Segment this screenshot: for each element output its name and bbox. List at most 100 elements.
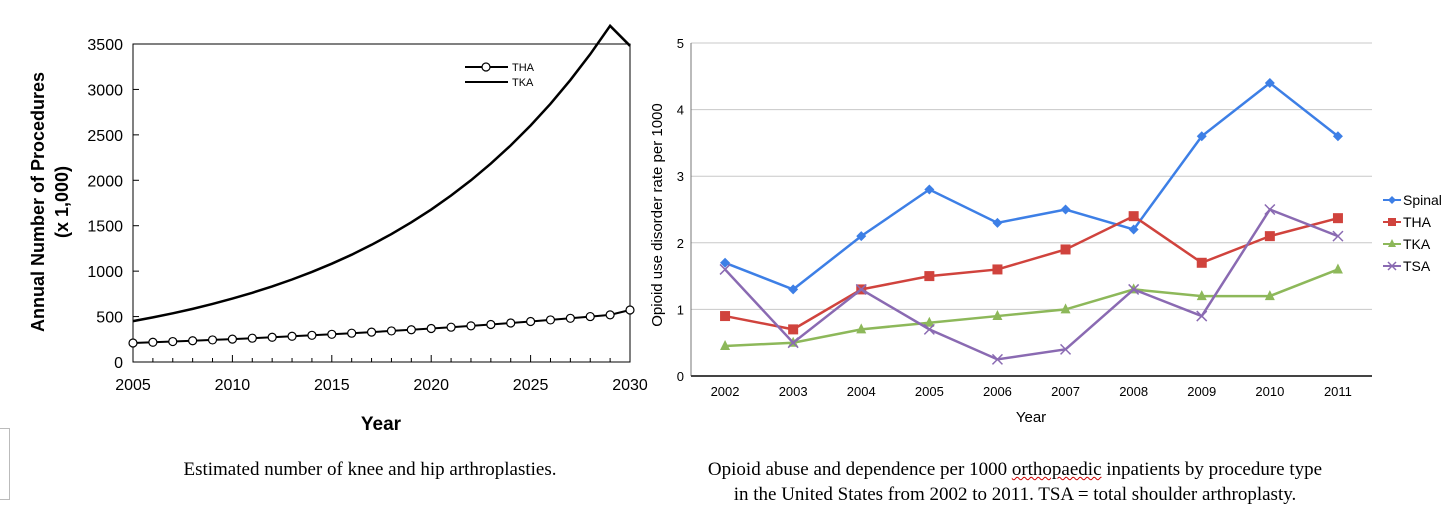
right-data-point-spinal <box>992 217 1003 228</box>
right-data-point-tha <box>1332 213 1343 224</box>
right-y-axis-label: Opioid use disorder rate per 1000 <box>649 103 666 326</box>
left-plot-frame <box>132 43 631 363</box>
right-chart-panel: 0 1 2 3 4 5 2002 2003 2004 2005 2006 2007 2008 2009 20… <box>645 0 1449 512</box>
right-data-point-tha <box>1060 244 1071 255</box>
right-data-point-tsa <box>923 323 935 335</box>
right-data-point-spinal <box>1332 131 1343 142</box>
right-data-point-tha <box>1196 257 1207 268</box>
left-legend-label-tka: TKA <box>512 77 534 89</box>
right-x-axis-label: Year <box>1016 409 1046 426</box>
left-chart: 2005 2010 2015 2020 2025 2030 0 500 1000 1500 2000… <box>28 23 648 435</box>
left-data-point-tha <box>287 331 297 341</box>
left-data-point-tha <box>605 310 615 320</box>
right-legend-label-tka: TKA <box>1403 236 1431 252</box>
left-series-line-tha <box>132 309 631 345</box>
right-data-point-spinal <box>1128 224 1139 235</box>
right-legend-marker-tsa <box>1387 261 1397 271</box>
left-y-tick-label: 2000 <box>87 173 123 190</box>
right-data-point-tsa <box>787 337 799 349</box>
left-data-point-tha <box>327 329 337 339</box>
right-data-point-spinal <box>1060 204 1071 215</box>
right-chart: 0 1 2 3 4 5 2002 2003 2004 2005 2006 2007 2008 2009 20… <box>649 36 1442 426</box>
left-data-point-tha <box>267 332 277 342</box>
right-y-tick-label: 2 <box>677 236 684 251</box>
right-data-point-tsa <box>1060 343 1072 355</box>
caption-line-1c: inpatients by procedure type <box>1101 459 1323 480</box>
left-data-point-tha <box>506 318 516 328</box>
right-data-point-tha <box>1264 231 1275 242</box>
left-data-point-tha <box>148 337 158 347</box>
left-x-tick-label: 2020 <box>413 377 449 394</box>
caption-line-2: in the United States from 2002 to 2011. … <box>733 484 1297 505</box>
right-data-point-tka <box>924 316 935 327</box>
left-data-point-tha <box>565 313 575 323</box>
right-data-point-tka <box>1060 303 1071 314</box>
right-legend-label-tsa: TSA <box>1403 258 1431 274</box>
left-data-point-tha <box>347 328 357 338</box>
left-data-point-tha <box>168 336 178 347</box>
left-data-point-tha <box>446 322 456 332</box>
right-data-point-spinal <box>856 231 867 242</box>
right-data-point-tka <box>1264 290 1275 301</box>
left-y-tick-label: 500 <box>96 310 123 327</box>
margin-marker <box>0 428 10 500</box>
left-data-point-tha <box>247 333 257 343</box>
left-data-point-tha <box>227 334 237 344</box>
right-y-tick-label: 5 <box>677 36 684 51</box>
left-data-point-tha <box>128 338 138 348</box>
right-data-point-tka <box>1332 263 1343 274</box>
right-data-point-tha <box>1128 211 1139 222</box>
right-x-tick-label: 2004 <box>847 384 876 399</box>
caption-line-1a: Opioid abuse and dependence per 1000 <box>707 459 1012 480</box>
right-data-point-tsa <box>855 283 867 295</box>
right-legend-label-spinal: Spinal <box>1403 192 1442 208</box>
left-series-line-tka <box>132 23 631 323</box>
right-y-tick-label: 4 <box>677 103 684 118</box>
left-data-point-tha <box>625 305 635 315</box>
right-series-line-tka <box>724 268 1339 348</box>
right-legend-label-tha: THA <box>1403 214 1432 230</box>
right-x-tick-label: 2008 <box>1119 384 1148 399</box>
left-x-tick-label: 2025 <box>513 377 549 394</box>
right-data-point-tka <box>856 323 867 334</box>
right-data-point-tsa <box>719 263 731 275</box>
left-data-point-tha <box>366 327 377 337</box>
right-x-tick-label: 2010 <box>1255 384 1284 399</box>
right-data-point-tsa <box>991 353 1003 365</box>
left-chart-panel: 2005 2010 2015 2020 2025 2030 0 500 1000 1500 2000… <box>0 0 650 512</box>
left-x-axis-label: Year <box>361 414 402 435</box>
right-data-point-tha <box>720 311 731 322</box>
left-legend-label-tha: THA <box>512 62 535 74</box>
right-data-point-tka <box>720 340 731 351</box>
right-data-point-spinal <box>924 184 935 195</box>
right-series-line-tsa <box>724 207 1339 361</box>
right-chart-caption: Opioid abuse and dependence per 1000 ort… <box>650 457 1380 507</box>
right-data-point-tsa <box>1128 283 1140 295</box>
left-x-tick-label: 2005 <box>115 377 151 394</box>
right-data-point-tka <box>1196 290 1207 301</box>
left-legend-marker-tha <box>481 62 491 72</box>
right-y-tick-label: 3 <box>677 169 684 184</box>
left-x-tick-label: 2030 <box>612 377 648 394</box>
left-y-tick-label: 0 <box>114 355 123 372</box>
left-data-point-tha <box>406 325 416 335</box>
right-data-point-spinal <box>720 257 731 268</box>
left-y-tick-label: 2500 <box>87 128 123 145</box>
right-data-point-tsa <box>1196 310 1208 322</box>
left-data-point-tha <box>525 316 536 327</box>
left-data-point-tha <box>207 335 218 345</box>
right-y-tick-label: 1 <box>677 302 684 317</box>
left-x-tick-label: 2015 <box>314 377 350 394</box>
left-y-axis-label: Annual Number of Procedures <box>28 72 48 332</box>
right-legend-marker-spinal <box>1388 196 1396 204</box>
right-legend-marker-tka <box>1388 239 1396 247</box>
left-data-point-tha <box>386 326 397 336</box>
left-data-point-tha <box>486 319 496 330</box>
right-data-point-tka <box>992 310 1003 321</box>
left-data-point-tha <box>545 315 556 325</box>
left-data-point-tha <box>188 336 198 346</box>
right-x-tick-label: 2009 <box>1187 384 1216 399</box>
right-x-tick-label: 2011 <box>1324 384 1352 399</box>
right-data-point-spinal <box>1196 131 1207 142</box>
right-data-point-tsa <box>1332 230 1344 242</box>
